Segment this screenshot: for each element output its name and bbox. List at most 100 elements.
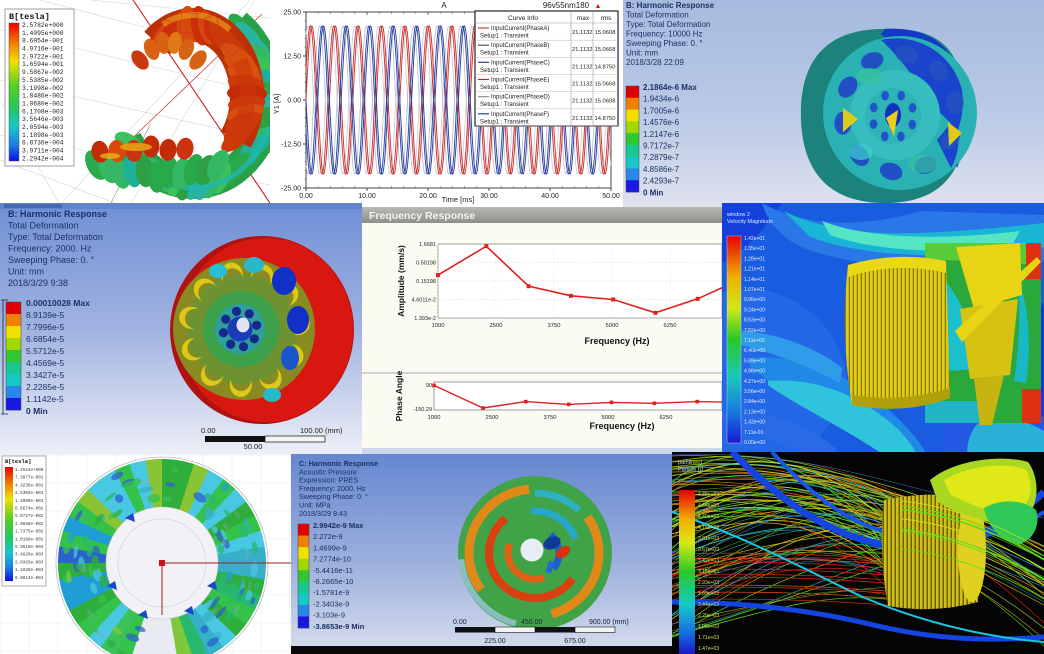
svg-text:1.35e+01: 1.35e+01 — [744, 246, 765, 252]
svg-text:B[tesla]: B[tesla] — [5, 458, 31, 465]
svg-text:1.2147e-6: 1.2147e-6 — [643, 130, 680, 139]
svg-text:▲: ▲ — [595, 3, 602, 10]
svg-text:Setup1 : Transient: Setup1 : Transient — [480, 102, 529, 108]
svg-text:4.88e+03: 4.88e+03 — [698, 492, 719, 498]
svg-text:6250: 6250 — [660, 415, 673, 421]
svg-text:Sweeping Phase: 0. °: Sweeping Phase: 0. ° — [626, 39, 703, 48]
svg-text:6.8736e-004: 6.8736e-004 — [22, 140, 64, 147]
svg-text:2.93e+03: 2.93e+03 — [698, 580, 719, 586]
svg-text:2.0594e-003: 2.0594e-003 — [22, 124, 64, 131]
svg-text:1000: 1000 — [428, 415, 441, 421]
svg-text:-150.29: -150.29 — [413, 407, 432, 413]
svg-text:0.00: 0.00 — [201, 426, 216, 435]
svg-text:0.00010028 Max: 0.00010028 Max — [26, 298, 90, 308]
svg-text:InputCurrent(PhaseC): InputCurrent(PhaseC) — [491, 60, 550, 66]
svg-text:4.16e+03: 4.16e+03 — [698, 525, 719, 531]
svg-text:Setup1 : Transient: Setup1 : Transient — [480, 68, 529, 74]
svg-text:7.2879e-7: 7.2879e-7 — [643, 153, 680, 162]
svg-text:9.24e+00: 9.24e+00 — [744, 307, 765, 313]
svg-text:1.0680e-002: 1.0680e-002 — [22, 101, 64, 108]
svg-text:12.50: 12.50 — [283, 54, 301, 61]
svg-text:675.00: 675.00 — [564, 638, 586, 645]
svg-text:Particle ID: Particle ID — [678, 467, 703, 473]
svg-text:3.4828e-003: 3.4828e-003 — [15, 553, 44, 558]
svg-text:50.00: 50.00 — [244, 442, 263, 451]
svg-text:5.5385e-002: 5.5385e-002 — [22, 77, 64, 84]
svg-text:2.1864e-6 Max: 2.1864e-6 Max — [643, 83, 697, 92]
svg-text:40.00: 40.00 — [541, 193, 559, 200]
svg-text:96v55nm180: 96v55nm180 — [543, 1, 590, 10]
svg-text:1.07e+01: 1.07e+01 — [744, 287, 765, 293]
svg-text:Frequency: 2000. Hz: Frequency: 2000. Hz — [8, 244, 92, 254]
svg-text:1.7005e-6: 1.7005e-6 — [643, 106, 680, 115]
svg-text:2018/3/29 9:43: 2018/3/29 9:43 — [299, 509, 347, 518]
svg-text:Time [ms]: Time [ms] — [442, 195, 475, 204]
svg-text:InputCurrent(PhaseB): InputCurrent(PhaseB) — [491, 43, 549, 49]
svg-text:3750: 3750 — [548, 323, 561, 329]
svg-text:0.00: 0.00 — [287, 98, 301, 105]
svg-text:-2.3403e-9: -2.3403e-9 — [313, 599, 349, 608]
svg-text:1.47e+03: 1.47e+03 — [698, 646, 719, 652]
svg-text:3.1998e-002: 3.1998e-002 — [22, 85, 64, 92]
svg-text:2.5782e+000: 2.5782e+000 — [22, 22, 64, 29]
svg-text:Frequency (Hz): Frequency (Hz) — [584, 336, 649, 346]
svg-text:5.69e+00: 5.69e+00 — [744, 358, 765, 364]
svg-text:3750: 3750 — [544, 415, 557, 421]
svg-text:6.6854e-5: 6.6854e-5 — [26, 334, 65, 344]
svg-text:Acoustic Pressure: Acoustic Pressure — [299, 467, 357, 476]
svg-text:1.6681: 1.6681 — [419, 242, 436, 248]
svg-text:2.9942e-9 Max: 2.9942e-9 Max — [313, 521, 364, 530]
svg-text:-25.00: -25.00 — [281, 186, 301, 193]
svg-text:8.53e+00: 8.53e+00 — [744, 318, 765, 324]
svg-text:15.0668: 15.0668 — [595, 82, 616, 88]
svg-text:2.4293e-7: 2.4293e-7 — [643, 177, 680, 186]
svg-text:3.3427e-5: 3.3427e-5 — [26, 370, 65, 380]
svg-text:1.6594e-001: 1.6594e-001 — [22, 61, 64, 68]
svg-text:-8.2665e-10: -8.2665e-10 — [313, 577, 353, 586]
svg-text:1.1929e-003: 1.1929e-003 — [15, 568, 44, 573]
svg-text:Setup1 : Transient: Setup1 : Transient — [480, 85, 529, 91]
svg-text:1.4576e-6: 1.4576e-6 — [643, 118, 680, 127]
svg-text:6250: 6250 — [664, 323, 677, 329]
svg-text:Amplitude (mm/s): Amplitude (mm/s) — [396, 245, 406, 317]
svg-text:Frequency: 2000. Hz: Frequency: 2000. Hz — [299, 484, 366, 493]
svg-text:0.00: 0.00 — [299, 193, 313, 200]
svg-text:Total Deformation: Total Deformation — [8, 221, 79, 231]
svg-text:2.9722e-001: 2.9722e-001 — [22, 53, 64, 60]
svg-text:C: Harmonic Response: C: Harmonic Response — [299, 459, 378, 468]
svg-text:max: max — [577, 15, 590, 22]
svg-text:14.8750: 14.8750 — [595, 116, 616, 122]
svg-text:15.0668: 15.0668 — [595, 47, 616, 53]
svg-text:-1.5781e-9: -1.5781e-9 — [313, 588, 349, 597]
svg-text:2.5303e-001: 2.5303e-001 — [15, 491, 44, 496]
svg-text:6.1708e-003: 6.1708e-003 — [22, 108, 64, 115]
svg-text:1.71e+03: 1.71e+03 — [698, 635, 719, 641]
svg-text:4.27e+00: 4.27e+00 — [744, 379, 765, 385]
svg-text:2.20e+03: 2.20e+03 — [698, 613, 719, 619]
svg-text:Frequency (Hz): Frequency (Hz) — [589, 421, 654, 431]
svg-text:100.00 (mm): 100.00 (mm) — [300, 426, 343, 435]
svg-text:Setup1 : Transient: Setup1 : Transient — [480, 34, 529, 40]
svg-text:0.50198: 0.50198 — [416, 261, 436, 267]
svg-text:5.5712e-5: 5.5712e-5 — [26, 346, 65, 356]
svg-text:6.9813e-004: 6.9813e-004 — [15, 576, 44, 581]
svg-text:InputCurrent(PhaseD): InputCurrent(PhaseD) — [491, 95, 550, 101]
svg-text:4.8586e-7: 4.8586e-7 — [643, 165, 680, 174]
svg-text:1.4809e-001: 1.4809e-001 — [15, 499, 44, 504]
svg-text:0 Min: 0 Min — [26, 406, 48, 416]
svg-text:21.1132: 21.1132 — [572, 99, 593, 105]
svg-text:3.56e+00: 3.56e+00 — [744, 389, 765, 395]
svg-text:Sweeping Phase: 0. °: Sweeping Phase: 0. ° — [299, 492, 368, 501]
svg-text:8.6054e-001: 8.6054e-001 — [22, 38, 64, 45]
svg-text:7.82e+00: 7.82e+00 — [744, 328, 765, 334]
svg-text:-3.103e-9: -3.103e-9 — [313, 611, 345, 620]
svg-text:2018/3/29 9:38: 2018/3/29 9:38 — [8, 278, 68, 288]
svg-text:4.4569e-5: 4.4569e-5 — [26, 358, 65, 368]
svg-text:2.0383e-003: 2.0383e-003 — [15, 560, 44, 565]
svg-text:21.1132: 21.1132 — [572, 64, 593, 70]
svg-text:7.7996e-5: 7.7996e-5 — [26, 322, 65, 332]
svg-text:Velocity Magnitude: Velocity Magnitude — [727, 219, 773, 225]
svg-text:Total Deformation: Total Deformation — [626, 11, 689, 20]
svg-text:3.67e+03: 3.67e+03 — [698, 547, 719, 553]
svg-text:2.84e+00: 2.84e+00 — [744, 399, 765, 405]
